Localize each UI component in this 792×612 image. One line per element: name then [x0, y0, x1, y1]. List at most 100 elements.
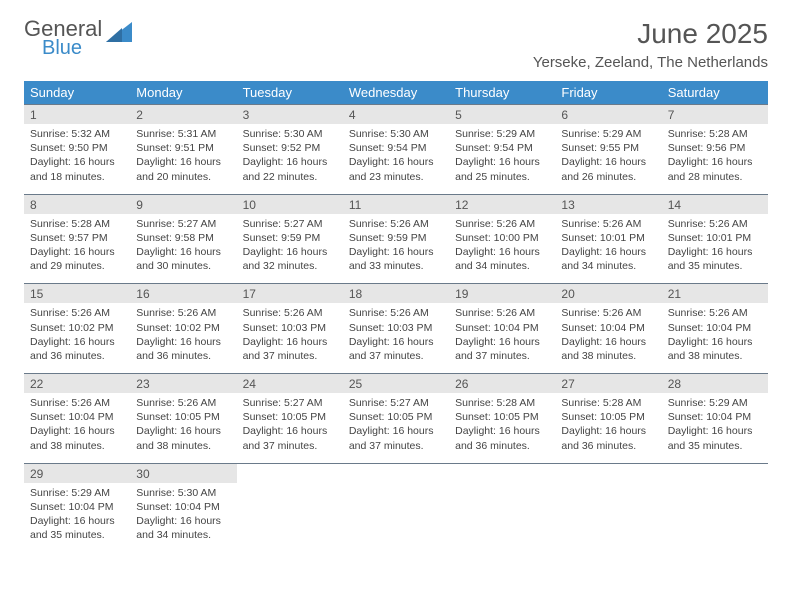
- sunrise-line: Sunrise: 5:28 AM: [455, 396, 549, 410]
- day-cell: Sunrise: 5:28 AMSunset: 9:57 PMDaylight:…: [24, 214, 130, 284]
- day-cell: Sunrise: 5:26 AMSunset: 10:04 PMDaylight…: [449, 303, 555, 373]
- daylight-line: and 38 minutes.: [136, 439, 230, 453]
- daylight-line: Daylight: 16 hours: [668, 155, 762, 169]
- empty-cell: [237, 483, 343, 553]
- day-cell: Sunrise: 5:30 AMSunset: 10:04 PMDaylight…: [130, 483, 236, 553]
- daylight-line: and 35 minutes.: [668, 259, 762, 273]
- sunrise-line: Sunrise: 5:32 AM: [30, 127, 124, 141]
- sunrise-line: Sunrise: 5:26 AM: [30, 396, 124, 410]
- daynum-row: 22232425262728: [24, 374, 768, 394]
- day-number: 13: [555, 194, 661, 214]
- calendar-table: Sunday Monday Tuesday Wednesday Thursday…: [24, 81, 768, 552]
- title-block: June 2025 Yerseke, Zeeland, The Netherla…: [533, 18, 768, 71]
- daylight-line: Daylight: 16 hours: [455, 155, 549, 169]
- day-number: 7: [662, 105, 768, 125]
- day-cell: Sunrise: 5:26 AMSunset: 10:04 PMDaylight…: [555, 303, 661, 373]
- sunrise-line: Sunrise: 5:28 AM: [668, 127, 762, 141]
- daylight-line: Daylight: 16 hours: [349, 424, 443, 438]
- sunrise-line: Sunrise: 5:29 AM: [668, 396, 762, 410]
- empty-cell: [449, 463, 555, 483]
- sunset-line: Sunset: 9:59 PM: [243, 231, 337, 245]
- daylight-line: Daylight: 16 hours: [561, 335, 655, 349]
- brand-blue: Blue: [42, 38, 102, 58]
- day-number: 10: [237, 194, 343, 214]
- sunrise-line: Sunrise: 5:26 AM: [136, 306, 230, 320]
- sunrise-line: Sunrise: 5:29 AM: [561, 127, 655, 141]
- sunset-line: Sunset: 9:55 PM: [561, 141, 655, 155]
- daylight-line: and 38 minutes.: [668, 349, 762, 363]
- week-row: Sunrise: 5:28 AMSunset: 9:57 PMDaylight:…: [24, 214, 768, 284]
- sunrise-line: Sunrise: 5:27 AM: [243, 217, 337, 231]
- empty-cell: [555, 483, 661, 553]
- day-cell: Sunrise: 5:30 AMSunset: 9:52 PMDaylight:…: [237, 124, 343, 194]
- day-cell: Sunrise: 5:29 AMSunset: 9:54 PMDaylight:…: [449, 124, 555, 194]
- day-cell: Sunrise: 5:31 AMSunset: 9:51 PMDaylight:…: [130, 124, 236, 194]
- sunrise-line: Sunrise: 5:30 AM: [243, 127, 337, 141]
- daynum-row: 15161718192021: [24, 284, 768, 304]
- dow-saturday: Saturday: [662, 81, 768, 105]
- day-number: 25: [343, 374, 449, 394]
- day-cell: Sunrise: 5:27 AMSunset: 9:58 PMDaylight:…: [130, 214, 236, 284]
- empty-cell: [449, 483, 555, 553]
- empty-cell: [343, 483, 449, 553]
- empty-cell: [555, 463, 661, 483]
- daylight-line: Daylight: 16 hours: [30, 424, 124, 438]
- daylight-line: and 37 minutes.: [243, 439, 337, 453]
- daylight-line: and 37 minutes.: [455, 349, 549, 363]
- daylight-line: Daylight: 16 hours: [349, 155, 443, 169]
- sunset-line: Sunset: 9:51 PM: [136, 141, 230, 155]
- sunrise-line: Sunrise: 5:26 AM: [561, 217, 655, 231]
- daylight-line: Daylight: 16 hours: [243, 424, 337, 438]
- daylight-line: Daylight: 16 hours: [668, 245, 762, 259]
- sunset-line: Sunset: 9:54 PM: [349, 141, 443, 155]
- daylight-line: Daylight: 16 hours: [668, 424, 762, 438]
- daylight-line: Daylight: 16 hours: [136, 155, 230, 169]
- sunset-line: Sunset: 10:03 PM: [243, 321, 337, 335]
- daylight-line: and 36 minutes.: [30, 349, 124, 363]
- day-cell: Sunrise: 5:29 AMSunset: 10:04 PMDaylight…: [662, 393, 768, 463]
- sunset-line: Sunset: 9:59 PM: [349, 231, 443, 245]
- daylight-line: Daylight: 16 hours: [455, 335, 549, 349]
- day-number: 14: [662, 194, 768, 214]
- daylight-line: Daylight: 16 hours: [349, 245, 443, 259]
- daylight-line: Daylight: 16 hours: [668, 335, 762, 349]
- day-number: 9: [130, 194, 236, 214]
- daylight-line: and 35 minutes.: [30, 528, 124, 542]
- sunrise-line: Sunrise: 5:30 AM: [136, 486, 230, 500]
- daylight-line: Daylight: 16 hours: [243, 155, 337, 169]
- day-number: 27: [555, 374, 661, 394]
- sunrise-line: Sunrise: 5:26 AM: [349, 306, 443, 320]
- sunrise-line: Sunrise: 5:26 AM: [455, 217, 549, 231]
- day-number: 19: [449, 284, 555, 304]
- day-number: 26: [449, 374, 555, 394]
- daylight-line: Daylight: 16 hours: [30, 245, 124, 259]
- sunset-line: Sunset: 10:04 PM: [561, 321, 655, 335]
- day-cell: Sunrise: 5:27 AMSunset: 10:05 PMDaylight…: [343, 393, 449, 463]
- daylight-line: and 26 minutes.: [561, 170, 655, 184]
- day-number: 24: [237, 374, 343, 394]
- day-cell: Sunrise: 5:27 AMSunset: 9:59 PMDaylight:…: [237, 214, 343, 284]
- day-number: 5: [449, 105, 555, 125]
- location-subtitle: Yerseke, Zeeland, The Netherlands: [533, 54, 768, 71]
- daylight-line: Daylight: 16 hours: [561, 424, 655, 438]
- day-number: 15: [24, 284, 130, 304]
- page-header: General Blue June 2025 Yerseke, Zeeland,…: [24, 18, 768, 71]
- sunset-line: Sunset: 10:00 PM: [455, 231, 549, 245]
- daylight-line: Daylight: 16 hours: [561, 245, 655, 259]
- sunset-line: Sunset: 10:01 PM: [668, 231, 762, 245]
- day-cell: Sunrise: 5:27 AMSunset: 10:05 PMDaylight…: [237, 393, 343, 463]
- sunrise-line: Sunrise: 5:26 AM: [668, 306, 762, 320]
- daylight-line: and 33 minutes.: [349, 259, 443, 273]
- daylight-line: and 38 minutes.: [30, 439, 124, 453]
- empty-cell: [343, 463, 449, 483]
- day-number: 22: [24, 374, 130, 394]
- day-cell: Sunrise: 5:28 AMSunset: 10:05 PMDaylight…: [555, 393, 661, 463]
- dow-row: Sunday Monday Tuesday Wednesday Thursday…: [24, 81, 768, 105]
- day-number: 12: [449, 194, 555, 214]
- daylight-line: and 36 minutes.: [455, 439, 549, 453]
- day-number: 21: [662, 284, 768, 304]
- sunset-line: Sunset: 10:04 PM: [668, 321, 762, 335]
- day-number: 2: [130, 105, 236, 125]
- day-cell: Sunrise: 5:29 AMSunset: 9:55 PMDaylight:…: [555, 124, 661, 194]
- triangle-icon: [106, 22, 132, 42]
